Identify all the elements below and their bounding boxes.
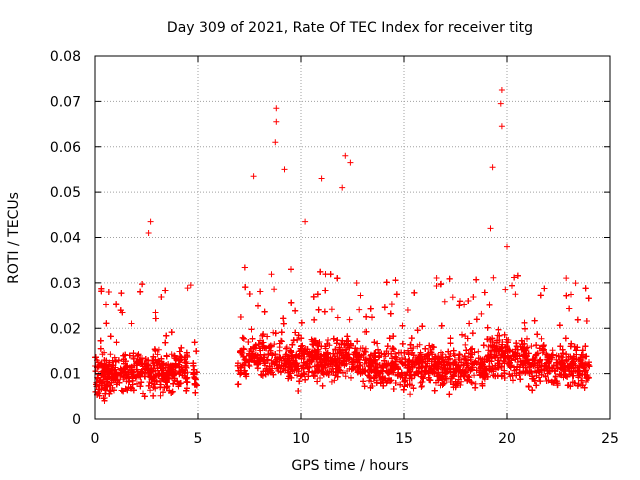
y-axis-label: ROTI / TECUs (6, 192, 22, 284)
y-tick-label: 0.07 (50, 94, 81, 110)
x-tick-label: 20 (498, 431, 516, 447)
x-tick-label: 5 (194, 431, 203, 447)
x-tick-label: 15 (395, 431, 413, 447)
y-tick-label: 0.01 (50, 367, 81, 383)
x-tick-label: 0 (91, 431, 100, 447)
y-tick-label: 0.06 (50, 140, 81, 156)
axis-ticks: 0 5 10 15 20 25 0 0.01 0.02 0.03 0.04 0.05 0.06 0.07 0… (50, 49, 619, 447)
x-tick-label: 25 (601, 431, 619, 447)
y-tick-label: 0.02 (50, 321, 81, 337)
x-tick-label: 10 (292, 431, 310, 447)
scatter-marker-group (92, 266, 592, 399)
x-axis-label: GPS time / hours (291, 458, 408, 474)
y-tick-label: 0.05 (50, 185, 81, 201)
scatter-marker-group (96, 87, 588, 389)
y-tick-label: 0.08 (50, 49, 81, 65)
y-tick-label: 0 (72, 412, 81, 428)
data-points (92, 87, 593, 404)
y-tick-label: 0.04 (50, 231, 81, 247)
chart-title: Day 309 of 2021, Rate Of TEC Index for r… (167, 20, 533, 36)
y-tick-label: 0.03 (50, 276, 81, 292)
